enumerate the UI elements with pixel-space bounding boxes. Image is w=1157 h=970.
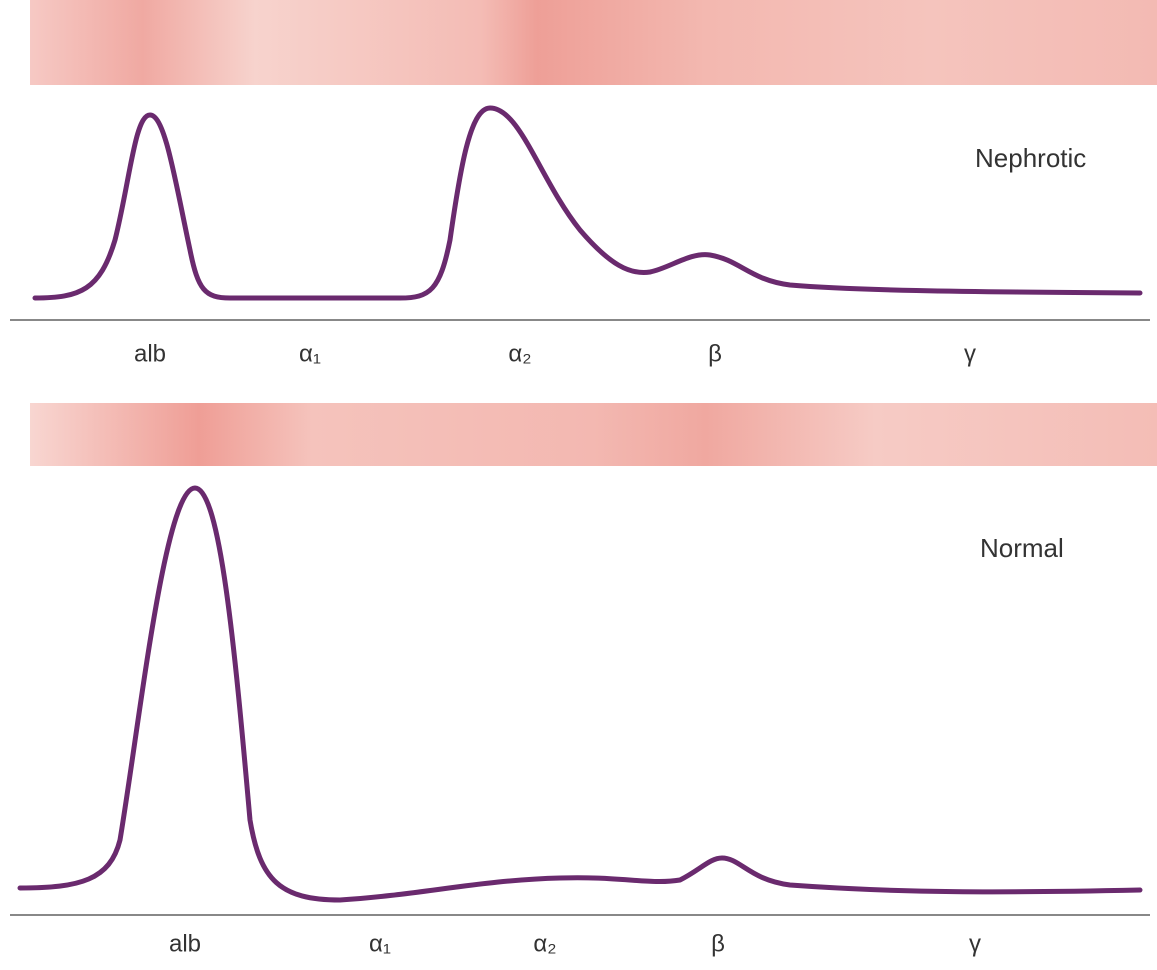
electrophoresis-diagram: Nephrotic Normal alb α₁ α₂ β γ alb α₁ α₂… bbox=[0, 0, 1157, 970]
normal-curve bbox=[20, 488, 1140, 900]
fraction-label: α₂ bbox=[508, 340, 531, 367]
fraction-label: β bbox=[711, 930, 725, 957]
panel-label: Nephrotic bbox=[975, 143, 1086, 173]
fraction-label: α₁ bbox=[369, 930, 391, 957]
fraction-label: γ bbox=[969, 930, 981, 957]
fraction-label: α₁ bbox=[299, 340, 321, 367]
fraction-label: alb bbox=[134, 340, 166, 367]
fraction-label: β bbox=[708, 340, 722, 367]
gel-band bbox=[30, 0, 1157, 85]
fraction-label: γ bbox=[964, 340, 976, 367]
panel-label: Normal bbox=[980, 533, 1064, 563]
nephrotic-curve bbox=[35, 108, 1140, 298]
fraction-label: α₂ bbox=[533, 930, 556, 957]
fraction-label: alb bbox=[169, 930, 201, 957]
gel-band bbox=[30, 403, 1157, 466]
